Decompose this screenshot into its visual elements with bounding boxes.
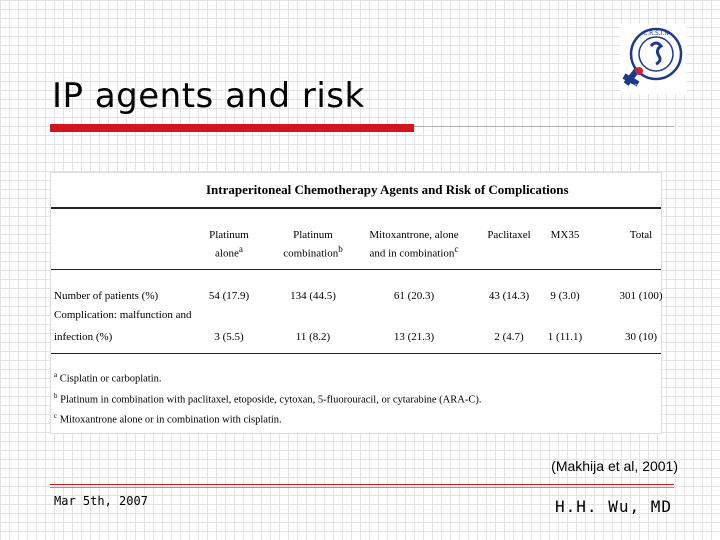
logo-ring-text: C.R.S.I.N bbox=[643, 30, 669, 37]
table-caption: Intraperitoneal Chemotherapy Agents and … bbox=[206, 182, 569, 197]
footnote-b: b Platinum in combination with paclitaxe… bbox=[54, 392, 482, 406]
title-underline-accent bbox=[50, 124, 414, 132]
slide-title: IP agents and risk bbox=[52, 76, 365, 116]
table-cell: 1 (11.1) bbox=[547, 331, 583, 343]
table-cell: 13 (21.3) bbox=[393, 331, 435, 343]
column-header-mitoxantrone: Mitoxantrone, alone and in combinationc bbox=[369, 229, 459, 260]
column-header-platinum-combination: Platinum combinationb bbox=[283, 229, 343, 260]
table-cell: 30 (10) bbox=[624, 331, 658, 343]
column-header-platinum-alone: Platinum alonea bbox=[209, 229, 249, 260]
footnote-c: c Mitoxantrone alone or in combination w… bbox=[54, 412, 282, 426]
table-cell: 301 (100) bbox=[619, 290, 663, 302]
column-header-mx35: MX35 bbox=[550, 229, 580, 241]
footnote-a: a Cisplatin or carboplatin. bbox=[54, 371, 162, 385]
table-header-rule bbox=[51, 269, 661, 270]
table-cell: 54 (17.9) bbox=[208, 290, 250, 302]
title-underline-rule bbox=[414, 126, 674, 127]
column-header-paclitaxel: Paclitaxel bbox=[487, 229, 531, 241]
footer-accent-rule bbox=[50, 484, 674, 485]
column-header-total: Total bbox=[629, 229, 653, 241]
table-cell: 11 (8.2) bbox=[295, 331, 331, 343]
table-cell: 43 (14.3) bbox=[488, 290, 530, 302]
gender-symbol-logo-icon: C.R.S.I.N CCC bbox=[620, 24, 686, 94]
chemotherapy-complications-table: Intraperitoneal Chemotherapy Agents and … bbox=[50, 172, 663, 434]
footer-author: H.H. Wu, MD bbox=[555, 497, 672, 516]
citation: (Makhija et al, 2001) bbox=[551, 458, 678, 474]
table-top-rule bbox=[51, 207, 661, 209]
table-cell: 61 (20.3) bbox=[393, 290, 435, 302]
row-label-number-of-patients: Number of patients (%) bbox=[54, 290, 159, 302]
table-bottom-rule bbox=[51, 353, 661, 354]
table-cell: 3 (5.5) bbox=[214, 331, 244, 343]
row-label-complication-cont: infection (%) bbox=[54, 331, 113, 343]
footer-rule bbox=[50, 487, 674, 488]
table-cell: 9 (3.0) bbox=[550, 290, 580, 302]
logo-side-text: CCC bbox=[631, 84, 642, 90]
row-label-complication: Complication: malfunction and bbox=[54, 309, 192, 321]
table-cell: 134 (44.5) bbox=[290, 290, 336, 302]
table-cell: 2 (4.7) bbox=[494, 331, 524, 343]
footer-date: Mar 5th, 2007 bbox=[54, 494, 148, 508]
